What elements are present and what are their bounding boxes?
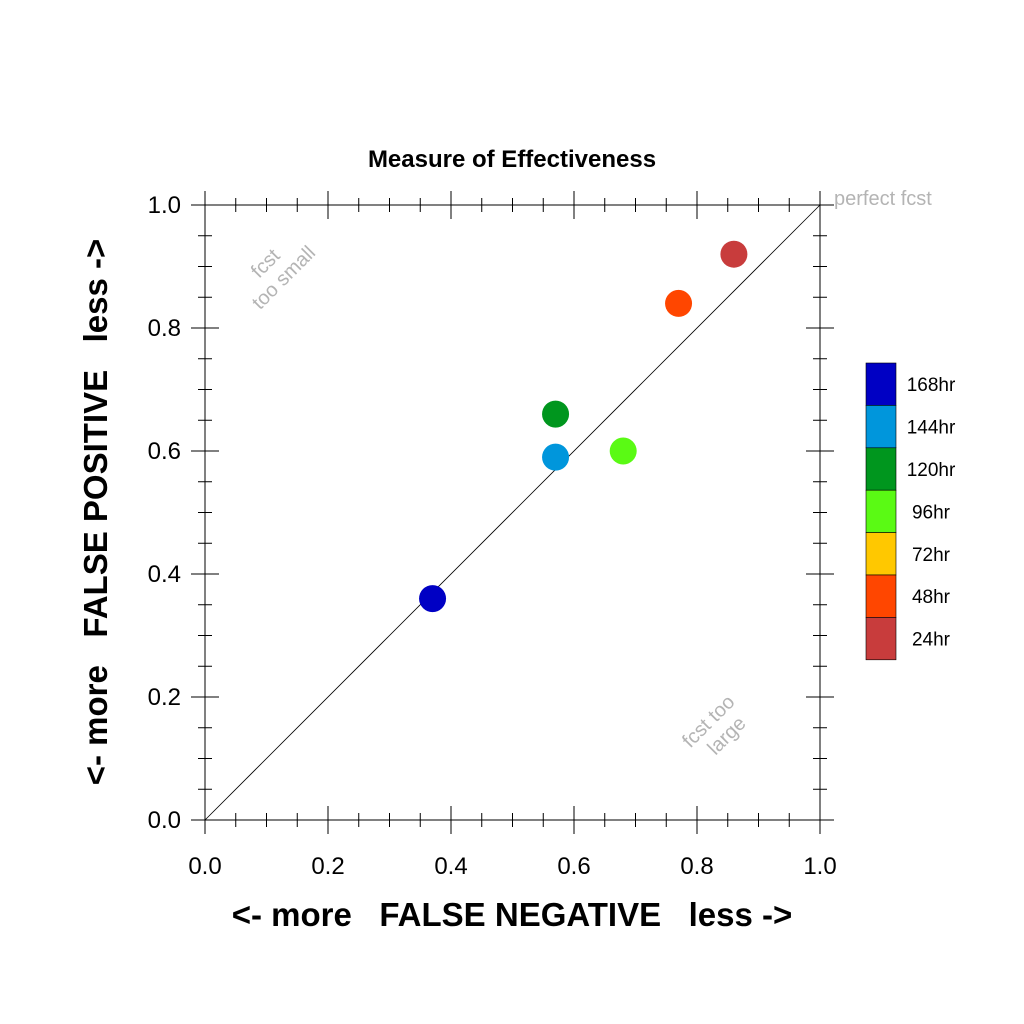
y-tick-label: 1.0: [148, 192, 181, 219]
legend-swatch-120hr: [865, 447, 897, 491]
y-axis-label: <- more FALSE POSITIVE less ->: [77, 239, 114, 786]
legend-label-144hr: 144hr: [907, 418, 956, 439]
point-168hr: [419, 585, 447, 613]
legend-swatch-72hr: [865, 532, 897, 576]
perfect-fcst-label: perfect fcst: [834, 188, 932, 210]
x-tick-label: 0.2: [311, 853, 344, 880]
legend-swatch-96hr: [865, 489, 897, 533]
legend: 168hr 144hr 120hr 96hr 72hr 48hr 24hr: [865, 362, 956, 661]
legend-label-96hr: 96hr: [912, 502, 951, 523]
legend-swatch-48hr: [865, 574, 897, 618]
y-tick-label: 0.8: [148, 315, 181, 342]
legend-swatch-144hr: [865, 405, 897, 449]
x-tick-label: 1.0: [803, 853, 836, 880]
legend-label-48hr: 48hr: [912, 587, 951, 608]
tick-labels: 0.0 0.2 0.4 0.6 0.8 1.0 0.0 0.2 0.4 0.6 0.8 1.0: [148, 192, 837, 880]
point-24hr: [720, 240, 748, 268]
x-axis-label: <- more FALSE NEGATIVE less ->: [232, 896, 793, 933]
legend-label-72hr: 72hr: [912, 545, 951, 566]
x-tick-label: 0.6: [557, 853, 590, 880]
fcst-too-large-annotation: fcst too large: [678, 687, 759, 768]
point-144hr: [542, 443, 570, 471]
y-tick-label: 0.0: [148, 807, 181, 834]
point-96hr: [609, 437, 637, 465]
y-tick-label: 0.2: [148, 684, 181, 711]
legend-label-24hr: 24hr: [912, 630, 951, 651]
point-48hr: [665, 289, 693, 317]
chart-title: Measure of Effectiveness: [368, 146, 656, 173]
fcst-too-small-annotation: fcst too small: [232, 226, 320, 314]
legend-label-120hr: 120hr: [907, 460, 956, 481]
perfect-forecast-line: [204, 204, 821, 821]
y-tick-label: 0.4: [148, 561, 181, 588]
legend-swatch-168hr: [865, 362, 897, 406]
x-tick-label: 0.8: [680, 853, 713, 880]
axis-ticks: [191, 191, 834, 834]
point-120hr: [542, 400, 570, 428]
x-tick-label: 0.4: [434, 853, 467, 880]
y-tick-label: 0.6: [148, 438, 181, 465]
legend-label-168hr: 168hr: [907, 375, 956, 396]
data-points: [419, 240, 748, 613]
x-tick-label: 0.0: [188, 853, 221, 880]
legend-swatch-24hr: [865, 617, 897, 661]
